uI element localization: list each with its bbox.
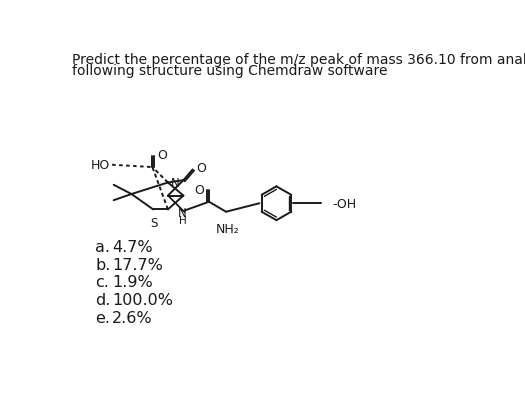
Text: following structure using Chemdraw software: following structure using Chemdraw softw… <box>72 64 387 78</box>
Text: 4.7%: 4.7% <box>112 239 153 254</box>
Text: 1.9%: 1.9% <box>112 275 153 290</box>
Text: 100.0%: 100.0% <box>112 292 173 307</box>
Text: N: N <box>171 177 180 190</box>
Text: O: O <box>194 183 204 196</box>
Text: b.: b. <box>95 257 110 272</box>
Text: a.: a. <box>95 239 110 254</box>
Text: 2.6%: 2.6% <box>112 310 153 325</box>
Text: d.: d. <box>95 292 110 307</box>
Text: e.: e. <box>95 310 110 325</box>
Text: Predict the percentage of the m/z peak of mass 366.10 from analysis of the: Predict the percentage of the m/z peak o… <box>72 53 525 67</box>
Text: 17.7%: 17.7% <box>112 257 163 272</box>
Text: HO: HO <box>90 159 110 172</box>
Text: c.: c. <box>95 275 109 290</box>
Text: S: S <box>150 216 157 229</box>
Text: NH₂: NH₂ <box>216 222 239 235</box>
Text: N: N <box>178 206 187 219</box>
Text: -OH: -OH <box>332 197 356 210</box>
Polygon shape <box>168 196 185 213</box>
Text: O: O <box>196 162 206 175</box>
Text: H: H <box>179 215 186 225</box>
Text: O: O <box>157 149 167 162</box>
